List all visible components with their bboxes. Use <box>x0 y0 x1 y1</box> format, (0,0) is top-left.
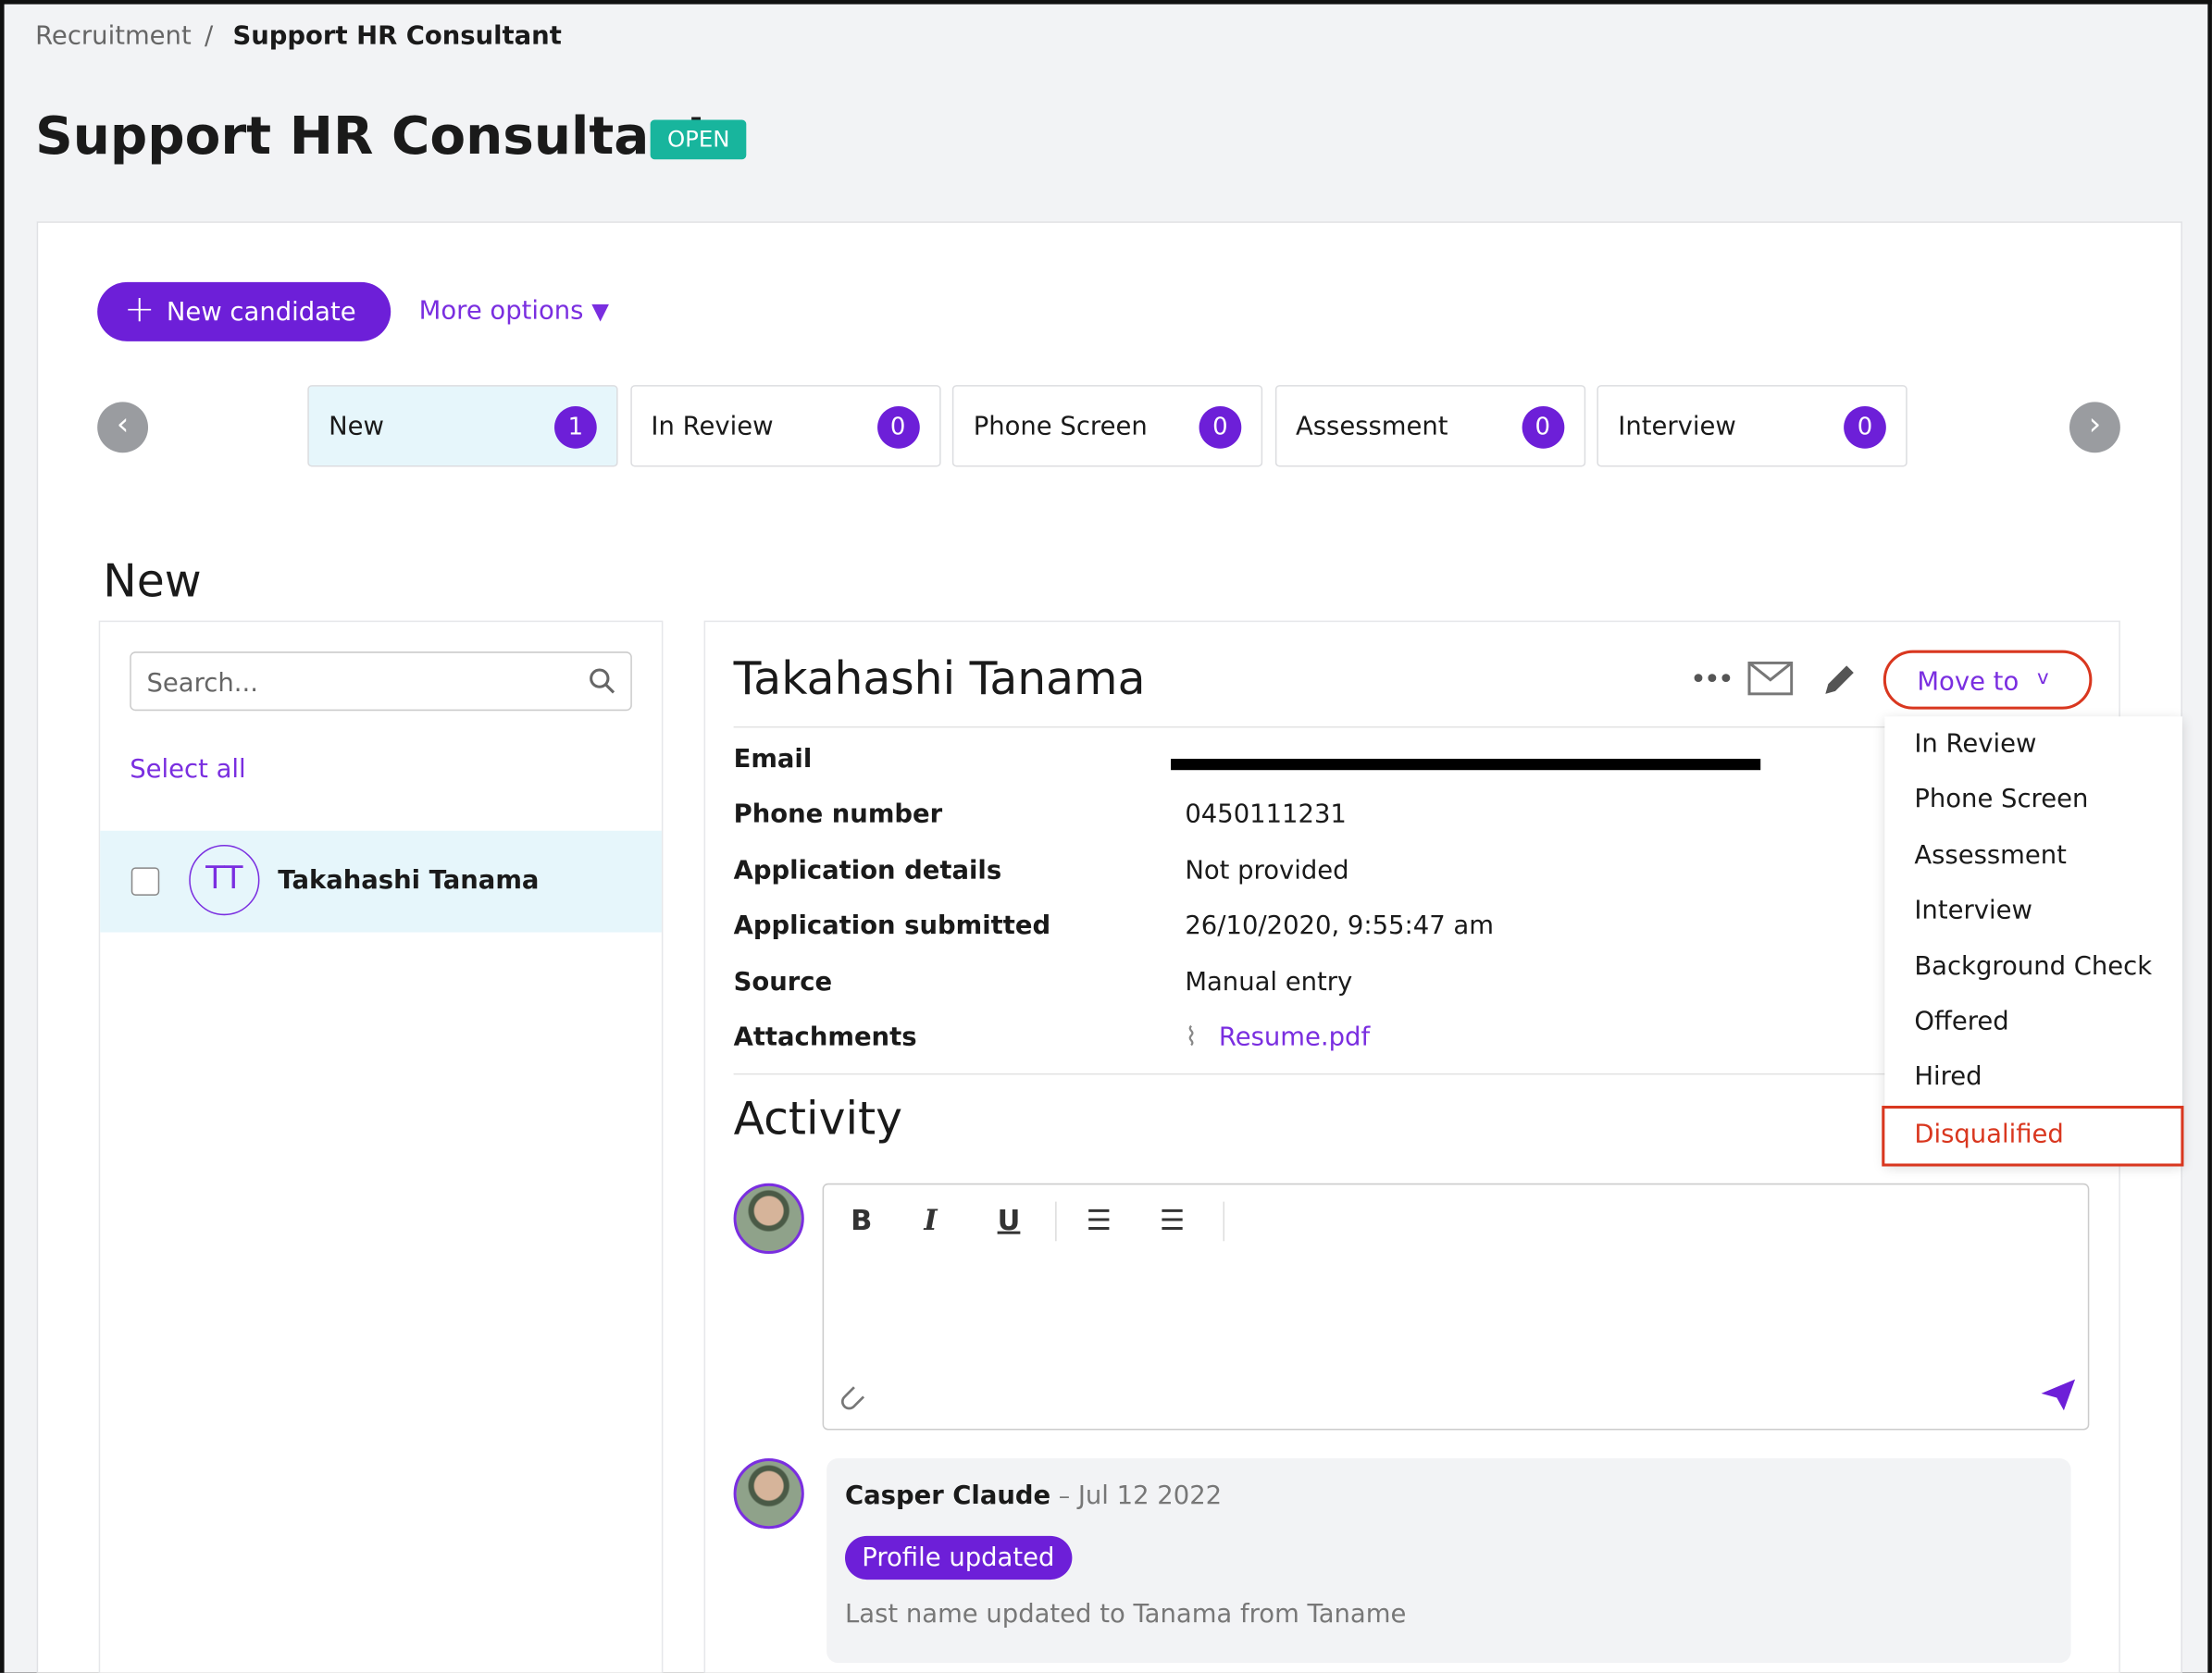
field-value: 26/10/2020, 9:55:47 am <box>1185 911 1494 941</box>
candidate-row[interactable]: TT Takahashi Tanama <box>100 830 662 933</box>
field-label: Email <box>733 744 813 775</box>
entry-text: Last name updated to Tanama from Taname <box>844 1599 1407 1630</box>
entry-date: Jul 12 2022 <box>1077 1481 1223 1511</box>
redaction-bar <box>1171 759 1761 771</box>
breadcrumb-separator: / <box>205 20 214 51</box>
chevron: v <box>2036 666 2049 690</box>
prev-arrow[interactable]: ‹ <box>97 402 149 453</box>
field-label: Application submitted <box>733 911 1051 941</box>
toolbar-separator <box>1223 1201 1225 1242</box>
stage-name: Assessment <box>1295 412 1448 442</box>
toolbar-separator <box>1055 1201 1057 1242</box>
section-title: New <box>103 554 202 608</box>
menu-item[interactable]: In Review <box>1914 729 2037 760</box>
number-list-button[interactable]: ☰ <box>1159 1203 1186 1237</box>
initials-avatar: TT <box>189 844 260 916</box>
checkbox[interactable] <box>130 867 160 896</box>
stage-count: 0 <box>876 405 920 449</box>
caret: ▼ <box>591 297 609 325</box>
divider <box>733 725 1891 728</box>
page-title: Support HR Consultant <box>35 105 712 167</box>
send-icon[interactable] <box>2038 1377 2078 1414</box>
button-label: New candidate <box>166 297 356 328</box>
more-options[interactable]: More options ▼ <box>419 296 609 326</box>
move-to-button[interactable]: Move to v <box>1883 650 2093 710</box>
field-value: Manual entry <box>1185 966 1353 997</box>
candidate-list-panel <box>98 620 664 1673</box>
stage-count: 0 <box>1521 405 1564 449</box>
menu-item[interactable]: Background Check <box>1914 951 2153 982</box>
stage-tab[interactable]: Interview 0 <box>1597 385 1908 467</box>
menu-item[interactable]: Phone Screen <box>1914 785 2089 815</box>
stage-count: 0 <box>1844 405 1886 449</box>
search-icon <box>590 668 615 694</box>
stage-name: Phone Screen <box>973 412 1148 442</box>
menu-item[interactable]: Offered <box>1914 1007 2009 1037</box>
detail-name: Takahashi Tanama <box>733 651 1146 706</box>
candidate-name: Takahashi Tanama <box>278 865 540 896</box>
field-label: Attachments <box>733 1022 917 1053</box>
breadcrumb-parent[interactable]: Recruitment <box>35 20 192 51</box>
field-value: 0450111231 <box>1185 799 1347 830</box>
stage-tab[interactable]: Assessment 0 <box>1274 385 1585 467</box>
stage-count: 1 <box>554 405 597 449</box>
breadcrumb-current: Support HR Consultant <box>232 20 562 51</box>
new-candidate-button[interactable]: + New candidate <box>97 281 391 341</box>
stage-tab[interactable]: Phone Screen 0 <box>951 385 1263 467</box>
entry-author: Casper Claude <box>844 1481 1051 1511</box>
stage-tab[interactable]: In Review 0 <box>629 385 940 467</box>
email-icon[interactable] <box>1747 661 1794 696</box>
field-label: Application details <box>733 855 1002 886</box>
bullet-list-button[interactable]: ☰ <box>1086 1203 1112 1237</box>
divider <box>733 1072 1891 1075</box>
italic-button[interactable]: I <box>924 1203 938 1237</box>
more-icon[interactable]: ••• <box>1689 661 1734 696</box>
stage-name: Interview <box>1618 412 1736 442</box>
search-box[interactable]: Search... <box>130 651 632 712</box>
menu-item[interactable]: Assessment <box>1914 840 2067 871</box>
underline-button[interactable]: U <box>997 1203 1021 1237</box>
activity-title: Activity <box>733 1091 902 1146</box>
entry-separator: – <box>1058 1481 1071 1509</box>
field-value: Not provided <box>1185 855 1349 886</box>
bold-button[interactable]: B <box>851 1203 873 1237</box>
stage-name: New <box>329 412 384 442</box>
entry-tag: Profile updated <box>844 1535 1072 1580</box>
more-options-label: More options <box>418 296 584 327</box>
select-all[interactable]: Select all <box>130 754 246 785</box>
stage-name: In Review <box>651 412 774 442</box>
highlight-box <box>1882 1105 2184 1167</box>
search-placeholder: Search... <box>146 668 258 699</box>
stage-count: 0 <box>1199 405 1242 449</box>
paperclip-icon: ⌇ <box>1185 1022 1198 1053</box>
field-label: Phone number <box>733 799 943 830</box>
field-value[interactable]: Resume.pdf <box>1218 1022 1371 1053</box>
entry-header: Casper Claude – Jul 12 2022 <box>845 1481 1222 1510</box>
menu-item[interactable]: Interview <box>1914 896 2032 926</box>
plus-icon: + <box>124 289 155 332</box>
user-avatar <box>733 1183 804 1255</box>
stage-tab[interactable]: New 1 <box>307 385 618 467</box>
comment-editor[interactable] <box>822 1183 2090 1431</box>
status-badge: OPEN <box>650 119 747 160</box>
menu-item[interactable]: Disqualified <box>1914 1120 2064 1150</box>
move-menu <box>1884 716 2182 1165</box>
move-to-label: Move to <box>1917 666 2019 697</box>
field-label: Source <box>733 966 833 997</box>
edit-icon[interactable] <box>1821 662 1858 699</box>
author-avatar <box>733 1458 804 1530</box>
next-arrow[interactable]: › <box>2069 402 2120 453</box>
menu-item[interactable]: Hired <box>1914 1062 1982 1093</box>
